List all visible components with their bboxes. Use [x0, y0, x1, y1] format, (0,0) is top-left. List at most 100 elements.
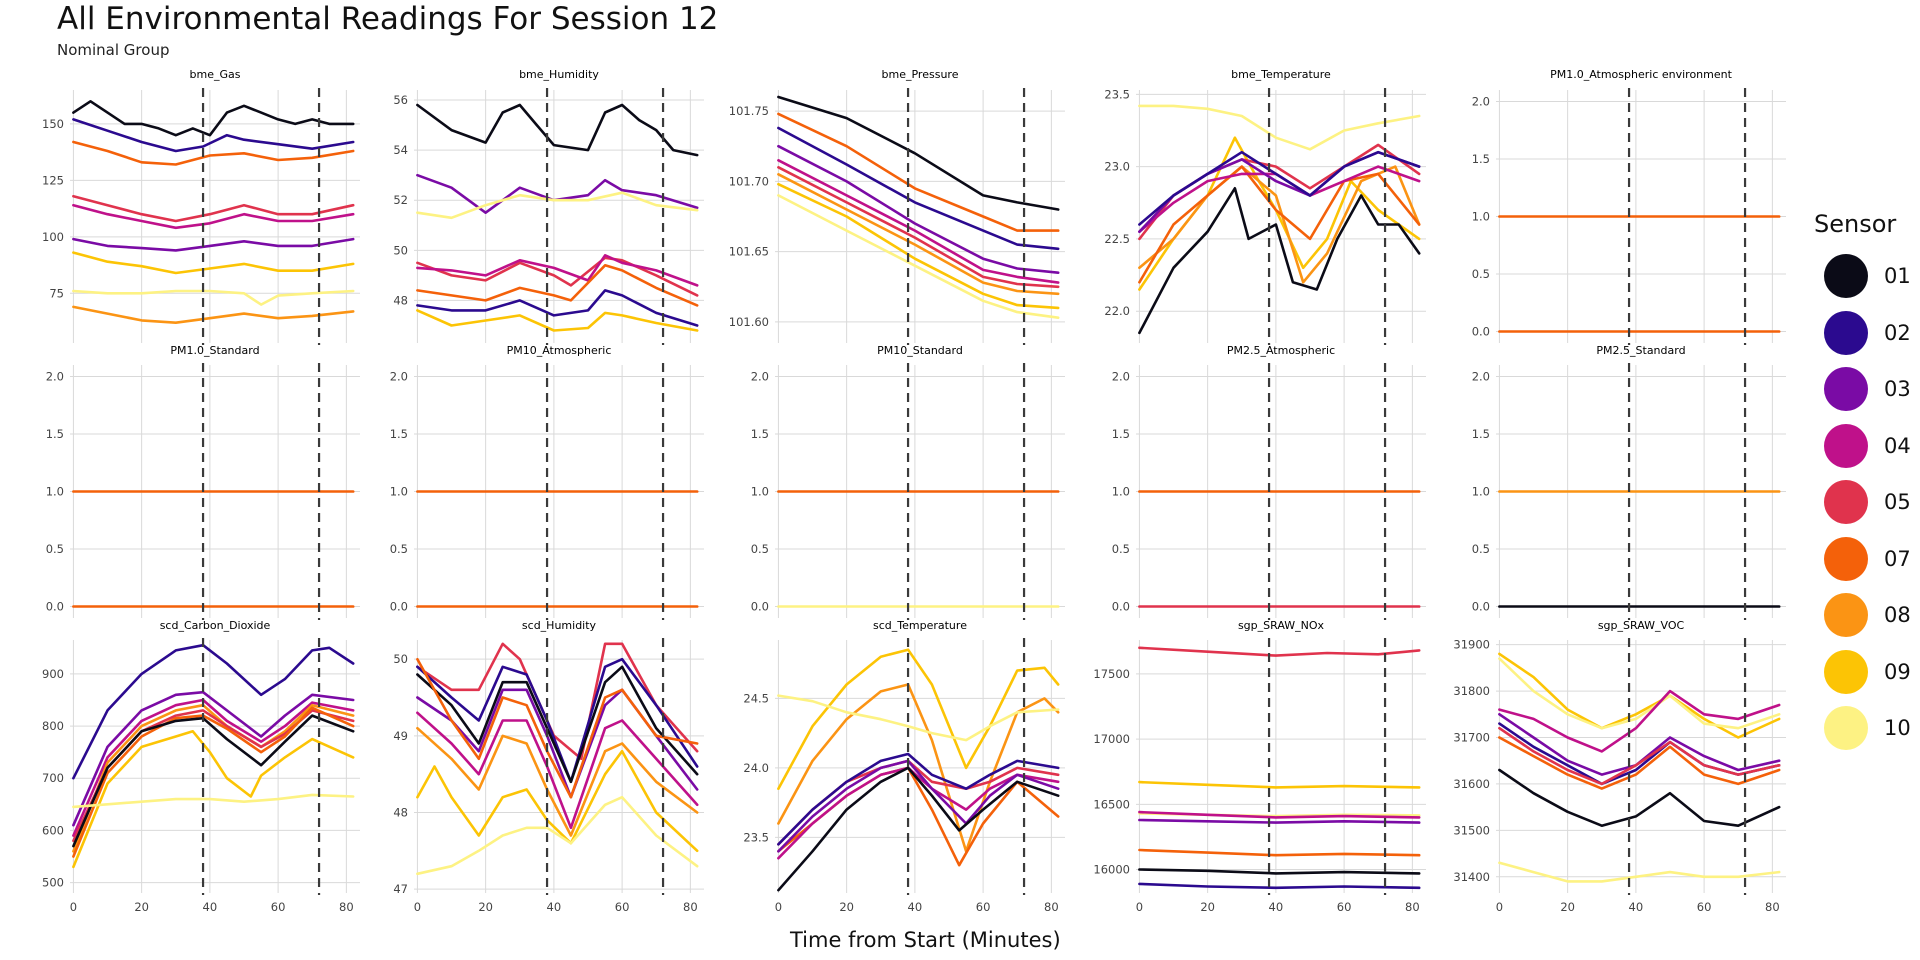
y-tick-label: 0.0	[1472, 325, 1490, 339]
y-tick-label: 24.5	[743, 691, 769, 705]
x-tick-label: 0	[70, 900, 77, 914]
legend-label: 09	[1884, 659, 1911, 684]
panel-title: PM10_Atmospheric	[507, 344, 612, 357]
panel-title: bme_Gas	[190, 68, 241, 81]
x-tick-label: 80	[1765, 900, 1780, 914]
x-tick-label: 20	[134, 900, 149, 914]
y-tick-label: 31700	[1453, 730, 1490, 744]
panel-title: sgp_SRAW_NOx	[1238, 619, 1325, 632]
y-tick-label: 24.0	[743, 761, 769, 775]
facet-chart: bme_Gas 75 100 125 150 bme_Humidity 48 50 52 54 56…	[42, 68, 1786, 914]
y-tick-label: 47	[393, 882, 408, 896]
y-tick-label: 75	[49, 286, 64, 300]
series-line-01	[777, 95, 1060, 211]
y-tick-label: 16000	[1093, 863, 1130, 877]
legend-item-05: 05	[1808, 474, 1918, 531]
series-line-10	[1498, 657, 1781, 730]
series-line-07	[777, 112, 1060, 232]
y-tick-label: 0.5	[390, 542, 408, 556]
x-tick-label: 40	[1269, 900, 1284, 914]
y-tick-label: 31500	[1453, 823, 1490, 837]
legend-swatch	[1824, 367, 1868, 412]
legend-label: 05	[1884, 490, 1911, 515]
legend-item-01: 01	[1808, 248, 1918, 305]
x-tick-label: 80	[339, 900, 354, 914]
series-line-02	[72, 118, 355, 153]
series-line-01	[72, 100, 355, 137]
series-line-10	[416, 795, 699, 876]
series-line-07	[416, 263, 699, 307]
series-line-07	[72, 140, 355, 166]
legend-item-02: 02	[1808, 305, 1918, 362]
y-tick-label: 0.0	[1112, 600, 1130, 614]
chart-title: All Environmental Readings For Session 1…	[57, 1, 719, 37]
y-tick-label: 0.5	[46, 542, 64, 556]
x-tick-label: 80	[683, 900, 698, 914]
x-tick-label: 80	[1405, 900, 1420, 914]
series-line-03	[416, 173, 699, 214]
x-tick-label: 40	[547, 900, 562, 914]
y-tick-label: 2.0	[390, 370, 408, 384]
y-tick-label: 56	[393, 93, 408, 107]
series-line-08	[72, 305, 355, 325]
series-line-09	[416, 749, 699, 853]
y-tick-label: 100	[42, 230, 64, 244]
series-line-05	[1138, 646, 1421, 657]
series-line-02	[1138, 150, 1421, 226]
x-tick-label: 20	[1200, 900, 1215, 914]
series-line-10	[72, 289, 355, 306]
y-tick-label: 1.0	[1472, 210, 1490, 224]
y-tick-label: 2.0	[1472, 370, 1490, 384]
series-line-09	[777, 648, 1060, 791]
legend-swatch	[1824, 649, 1868, 694]
y-tick-label: 0.0	[751, 600, 769, 614]
legend-item-10: 10	[1808, 700, 1918, 757]
y-tick-label: 17500	[1093, 667, 1130, 681]
series-line-05	[416, 642, 699, 761]
legend-item-08: 08	[1808, 587, 1918, 644]
y-tick-label: 900	[42, 667, 64, 681]
panel-title: PM2.5_Atmospheric	[1227, 344, 1335, 357]
y-tick-label: 1.0	[1112, 485, 1130, 499]
series-line-01	[777, 766, 1060, 892]
series-line-07	[72, 706, 355, 858]
legend-label: 08	[1884, 603, 1911, 628]
series-line-09	[72, 729, 355, 869]
legend-label: 04	[1884, 433, 1911, 458]
legend-swatch	[1824, 593, 1868, 638]
series-line-05	[416, 256, 699, 297]
y-tick-label: 1.0	[751, 485, 769, 499]
legend-label: 07	[1884, 546, 1911, 571]
y-tick-label: 2.0	[46, 370, 64, 384]
y-tick-label: 2.0	[1112, 370, 1130, 384]
y-tick-label: 101.75	[729, 104, 769, 118]
x-tick-label: 60	[976, 900, 991, 914]
series-line-07	[1498, 736, 1781, 790]
legend-label: 01	[1884, 264, 1911, 289]
x-tick-label: 80	[1044, 900, 1059, 914]
series-line-03	[1138, 818, 1421, 824]
y-tick-label: 31900	[1453, 638, 1490, 652]
y-tick-label: 700	[42, 771, 64, 785]
y-tick-label: 31600	[1453, 777, 1490, 791]
x-tick-label: 60	[271, 900, 286, 914]
panel-title: PM1.0_Standard	[170, 344, 259, 357]
series-line-04	[1138, 810, 1421, 819]
series-line-04	[72, 698, 355, 837]
panel-title: bme_Temperature	[1231, 68, 1331, 81]
series-line-10	[777, 194, 1060, 320]
legend-swatch	[1824, 310, 1868, 355]
y-tick-label: 500	[42, 876, 64, 890]
series-line-03	[72, 237, 355, 252]
y-tick-label: 0.5	[1472, 267, 1490, 281]
y-tick-label: 52	[393, 193, 408, 207]
series-line-07	[1138, 848, 1421, 857]
y-tick-label: 31400	[1453, 870, 1490, 884]
legend-label: 02	[1884, 320, 1911, 345]
y-tick-label: 101.60	[729, 315, 769, 329]
series-line-04	[72, 203, 355, 230]
x-tick-label: 20	[1560, 900, 1575, 914]
y-tick-label: 31800	[1453, 684, 1490, 698]
y-tick-label: 0.5	[1112, 542, 1130, 556]
x-tick-label: 40	[203, 900, 218, 914]
